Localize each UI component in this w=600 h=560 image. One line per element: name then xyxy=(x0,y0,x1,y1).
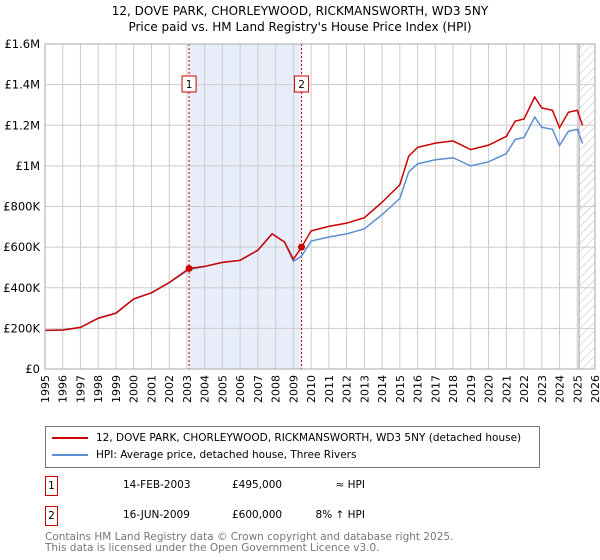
x-tick-label: 2007 xyxy=(252,375,265,403)
sale-hpi: 8% ↑ HPI xyxy=(315,509,365,521)
y-tick-label: £600K xyxy=(3,240,40,254)
sale-label-box xyxy=(294,75,310,93)
x-tick-label: 2000 xyxy=(128,375,141,403)
y-tick-label: £200K xyxy=(3,321,40,335)
footer: Contains HM Land Registry data © Crown c… xyxy=(45,532,453,554)
x-tick-label: 2017 xyxy=(429,375,442,403)
sale-date: 14-FEB-2003 xyxy=(123,479,191,491)
x-tick-label: 2025 xyxy=(571,375,584,403)
chart-subtitle: Price paid vs. HM Land Registry's House … xyxy=(128,20,472,34)
x-tick-label: 2004 xyxy=(199,375,212,403)
sale-label-box xyxy=(181,75,197,93)
x-tick-label: 2013 xyxy=(358,375,371,403)
sale-label: 2 xyxy=(298,79,305,91)
x-tick-label: 2010 xyxy=(305,375,318,403)
sale-number: 2 xyxy=(45,506,58,526)
x-tick-label: 1995 xyxy=(39,375,52,403)
x-tick-label: 2012 xyxy=(341,375,354,403)
plot-area: 1995 1996 1997 1998 1999 2000 2001 2002 2003 2004… xyxy=(3,37,600,403)
x-tick-label: 2024 xyxy=(554,375,567,403)
y-tick-label: £800K xyxy=(3,200,40,214)
y-tick-label: £1.2M xyxy=(4,118,40,132)
sale-point xyxy=(185,264,193,272)
x-tick-label: 2011 xyxy=(323,375,336,403)
x-tick-label: 1996 xyxy=(57,375,70,403)
legend: 12, DOVE PARK, CHORLEYWOOD, RICKMANSWORT… xyxy=(45,426,540,468)
x-tick-label: 2002 xyxy=(163,375,176,403)
footer-line-2: This data is licensed under the Open Gov… xyxy=(45,542,380,554)
sale-date: 16-JUN-2009 xyxy=(123,509,190,521)
x-tick-label: 2005 xyxy=(216,375,229,403)
legend-swatch-hpi xyxy=(52,454,88,456)
y-tick-label: £1.6M xyxy=(4,37,40,51)
y-tick-label: £1.4M xyxy=(4,78,40,92)
x-tick-label: 2016 xyxy=(412,375,425,403)
x-tick-label: 2008 xyxy=(270,375,283,403)
legend-label-hpi: HPI: Average price, detached house, Thre… xyxy=(96,449,357,461)
x-tick-label: 2009 xyxy=(287,375,300,403)
chart-title: 12, DOVE PARK, CHORLEYWOOD, RICKMANSWORT… xyxy=(111,4,489,18)
legend-label-property: 12, DOVE PARK, CHORLEYWOOD, RICKMANSWORT… xyxy=(96,432,522,444)
sale-row: 1 14-FEB-2003 £495,000 ≈ HPI xyxy=(45,476,545,496)
x-tick-label: 2023 xyxy=(536,375,549,403)
x-tick-label: 2026 xyxy=(589,375,600,403)
y-tick-label: £0 xyxy=(25,362,40,376)
sale-hpi: ≈ HPI xyxy=(335,479,365,491)
sale-point xyxy=(298,243,306,251)
x-tick-label: 1998 xyxy=(92,375,105,403)
y-tick-label: £1M xyxy=(15,159,40,173)
sale-number: 1 xyxy=(45,476,58,496)
price-line xyxy=(44,95,584,332)
x-tick-label: 2019 xyxy=(465,375,478,403)
sale-price: £495,000 xyxy=(232,479,283,491)
x-tick-label: 2020 xyxy=(483,375,496,403)
sale-label: 1 xyxy=(186,79,193,91)
x-tick-label: 2003 xyxy=(181,375,194,403)
plot-frame xyxy=(44,43,596,370)
hpi-line xyxy=(44,115,584,332)
x-tick-label: 2014 xyxy=(376,375,389,403)
footer-line-1: Contains HM Land Registry data © Crown c… xyxy=(45,531,454,543)
legend-swatch-property xyxy=(52,437,88,439)
x-tick-label: 2006 xyxy=(234,375,247,403)
x-tick-label: 2022 xyxy=(518,375,531,403)
x-tick-label: 2001 xyxy=(145,375,158,403)
x-tick-label: 2015 xyxy=(394,375,407,403)
x-tick-label: 1999 xyxy=(110,375,123,403)
x-tick-label: 1997 xyxy=(74,375,87,403)
y-tick-label: £400K xyxy=(3,281,40,295)
sale-price: £600,000 xyxy=(232,509,283,521)
sale-row: 2 16-JUN-2009 £600,000 8% ↑ HPI xyxy=(45,506,545,526)
x-tick-label: 2021 xyxy=(500,375,513,403)
x-tick-label: 2018 xyxy=(447,375,460,403)
